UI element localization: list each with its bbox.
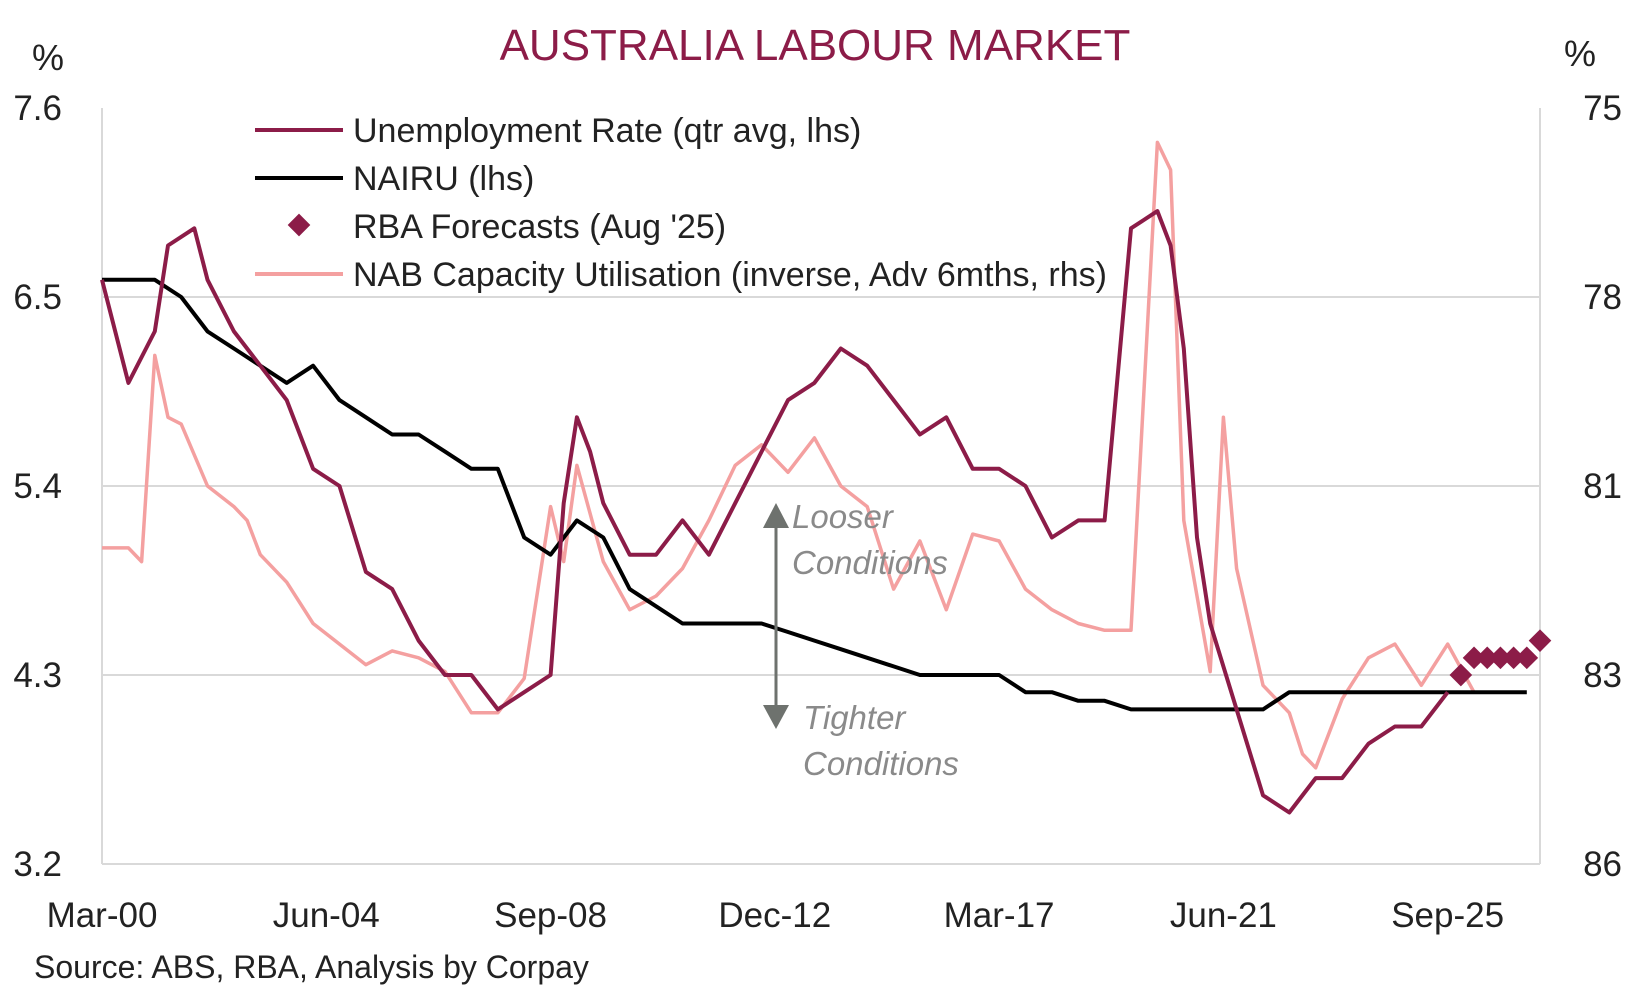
- source-note: Source: ABS, RBA, Analysis by Corpay: [34, 949, 589, 985]
- forecast-marker: [1462, 646, 1486, 670]
- chart-title: AUSTRALIA LABOUR MARKET: [500, 21, 1131, 70]
- right-tick-label: 86: [1583, 845, 1622, 884]
- arrow-up-icon: [763, 503, 789, 528]
- legend: Unemployment Rate (qtr avg, lhs) NAIRU (…: [255, 112, 1107, 294]
- left-tick-label: 3.2: [13, 845, 62, 884]
- left-axis-ticks: 7.6 6.5 5.4 4.3 3.2: [13, 89, 62, 884]
- x-tick-label: Jun-21: [1170, 896, 1277, 935]
- looser-conditions-label: Conditions: [792, 544, 948, 581]
- tighter-conditions-label: Conditions: [803, 745, 959, 782]
- capacity-line: [102, 140, 1476, 770]
- plot-frame: [101, 108, 1541, 865]
- x-tick-label: Mar-17: [944, 896, 1055, 935]
- legend-label-forecast: RBA Forecasts (Aug '25): [353, 208, 726, 246]
- nairu-line: [102, 277, 1527, 712]
- x-tick-label: Mar-00: [47, 896, 158, 935]
- series-layer: [100, 140, 1552, 815]
- x-tick-label: Sep-08: [494, 896, 607, 935]
- forecast-marker: [1515, 646, 1539, 670]
- legend-swatch-forecast: [287, 213, 311, 237]
- right-tick-label: 81: [1583, 467, 1622, 506]
- left-tick-label: 4.3: [13, 656, 62, 695]
- x-tick-label: Sep-25: [1391, 896, 1504, 935]
- tighter-label: Tighter: [803, 699, 907, 736]
- right-tick-label: 83: [1583, 656, 1622, 695]
- forecast-marker: [1449, 663, 1473, 687]
- forecast-marker: [1475, 646, 1499, 670]
- right-tick-label: 78: [1583, 278, 1622, 317]
- conditions-annotation: Looser Conditions Tighter Conditions: [763, 498, 959, 782]
- arrow-down-icon: [763, 705, 789, 729]
- right-axis-ticks: 75 78 81 83 86: [1583, 89, 1622, 884]
- left-tick-label: 5.4: [13, 467, 62, 506]
- right-tick-label: 75: [1583, 89, 1622, 128]
- x-axis-ticks: Mar-00 Jun-04 Sep-08 Dec-12 Mar-17 Jun-21 Sep-…: [47, 896, 1505, 935]
- forecast-marker: [1489, 646, 1512, 670]
- gridlines: [102, 296, 1540, 676]
- left-tick-label: 6.5: [13, 278, 62, 317]
- forecast-marker: [1502, 646, 1525, 670]
- forecast-marker: [1528, 629, 1552, 652]
- looser-label: Looser: [792, 498, 895, 535]
- legend-label-nairu: NAIRU (lhs): [353, 160, 534, 198]
- legend-label-unemployment: Unemployment Rate (qtr avg, lhs): [353, 112, 861, 150]
- legend-label-capacity: NAB Capacity Utilisation (inverse, Adv 6…: [353, 256, 1107, 294]
- left-axis-unit: %: [32, 37, 64, 78]
- left-tick-label: 7.6: [13, 89, 62, 128]
- unemployment-line: [100, 209, 1450, 815]
- x-tick-label: Jun-04: [273, 896, 380, 935]
- x-tick-label: Dec-12: [718, 896, 831, 935]
- right-axis-unit: %: [1564, 33, 1596, 74]
